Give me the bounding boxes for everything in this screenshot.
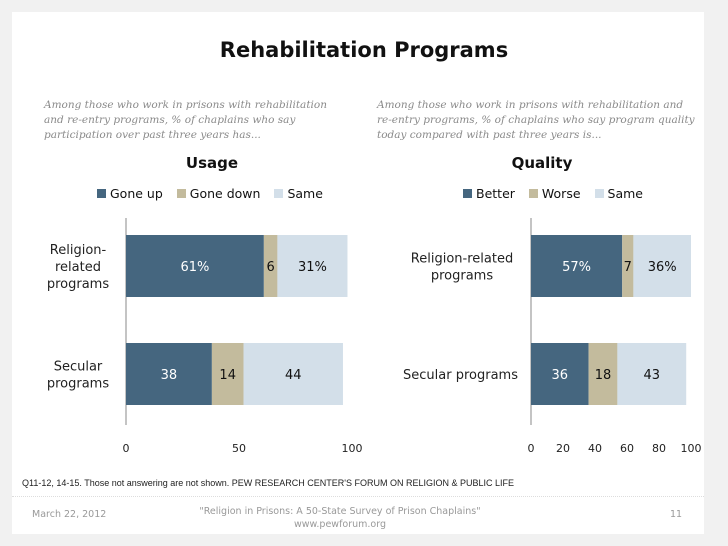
legend-swatch-icon <box>594 189 604 198</box>
quality-intro: Among those who work in prisons with reh… <box>377 99 695 141</box>
legend-label: Gone down <box>189 186 261 201</box>
bar-segment-gone-down <box>211 343 244 405</box>
footer-page-number: 11 <box>670 509 683 520</box>
legend-item-gone-up: Gone up <box>97 186 163 201</box>
x-tick-label: 60 <box>620 442 634 455</box>
bar-segment-gone-up <box>126 343 212 405</box>
bar-value-label: 61% <box>180 260 209 275</box>
usage-intro: Among those who work in prisons with reh… <box>44 99 327 141</box>
x-tick-label: 40 <box>588 442 602 455</box>
bar-value-label: 7 <box>624 260 632 275</box>
legend-label: Better <box>476 186 515 201</box>
bar-value-label: 43 <box>644 368 661 383</box>
bar-segment-worse <box>622 235 634 297</box>
category-label: Secular <box>54 360 103 375</box>
x-tick-label: 20 <box>556 442 570 455</box>
category-label: programs <box>47 377 109 392</box>
legend-swatch-icon <box>97 189 106 198</box>
bar-value-label: 18 <box>595 368 612 383</box>
bar-segment-same <box>243 343 343 405</box>
bar-segment-worse <box>588 343 618 405</box>
legend-item-gone-down: Gone down <box>176 186 261 201</box>
bar-value-label: 36% <box>648 260 677 275</box>
legend-item-worse: Worse <box>528 186 581 201</box>
bar-value-label: 31% <box>298 260 327 275</box>
bar-segment-same <box>633 235 691 297</box>
usage-title: Usage <box>185 154 239 172</box>
legend-item-same: Same <box>274 186 323 201</box>
x-tick-label: 0 <box>123 442 130 455</box>
footer-report: "Religion in Prisons: A 50-State Survey … <box>190 505 490 531</box>
quality-title: Quality <box>511 154 573 172</box>
x-tick-label: 0 <box>528 442 535 455</box>
bar-value-label: 44 <box>285 368 302 383</box>
footer-date: March 22, 2012 <box>32 509 107 520</box>
bar-segment-better <box>531 235 623 297</box>
footnote: Q11-12, 14-15. Those not answering are n… <box>22 478 515 488</box>
x-tick-label: 50 <box>232 442 246 455</box>
bar-segment-same <box>277 235 348 297</box>
x-tick-label: 100 <box>681 442 702 455</box>
category-label: Religion-related <box>411 252 513 267</box>
bar-value-label: 38 <box>161 368 178 383</box>
bar-value-label: 36 <box>552 368 569 383</box>
footer-divider <box>12 496 704 497</box>
legend-label: Gone up <box>110 186 163 201</box>
legend-label: Same <box>607 186 643 201</box>
quality-legend: Better Worse Same <box>463 186 643 201</box>
legend-swatch-icon <box>463 189 472 198</box>
x-tick-label: 100 <box>342 442 363 455</box>
footer-report-title: "Religion in Prisons: A 50-State Survey … <box>199 506 481 517</box>
category-label: related <box>55 260 101 275</box>
legend-swatch-icon <box>274 189 284 198</box>
legend-swatch-icon <box>528 189 538 198</box>
usage-legend: Gone up Gone down Same <box>97 186 323 201</box>
page-title: Rehabilitation Programs <box>219 38 509 62</box>
legend-swatch-icon <box>176 189 186 198</box>
x-tick-label: 80 <box>652 442 666 455</box>
bar-segment-gone-down <box>263 235 278 297</box>
bar-value-label: 14 <box>219 368 236 383</box>
legend-label: Worse <box>541 186 581 201</box>
legend-item-same: Same <box>594 186 643 201</box>
legend-item-better: Better <box>463 186 515 201</box>
bar-segment-better <box>531 343 589 405</box>
footer-url: www.pewforum.org <box>293 519 387 530</box>
category-label: programs <box>47 277 109 292</box>
bar-value-label: 57% <box>562 260 591 275</box>
legend-label: Same <box>287 186 323 201</box>
bar-segment-gone-up <box>126 235 264 297</box>
category-label: Religion- <box>50 243 107 258</box>
category-label: programs <box>431 269 493 284</box>
bar-segment-same <box>617 343 687 405</box>
category-label: Secular programs <box>403 368 518 383</box>
bar-value-label: 6 <box>266 260 274 275</box>
